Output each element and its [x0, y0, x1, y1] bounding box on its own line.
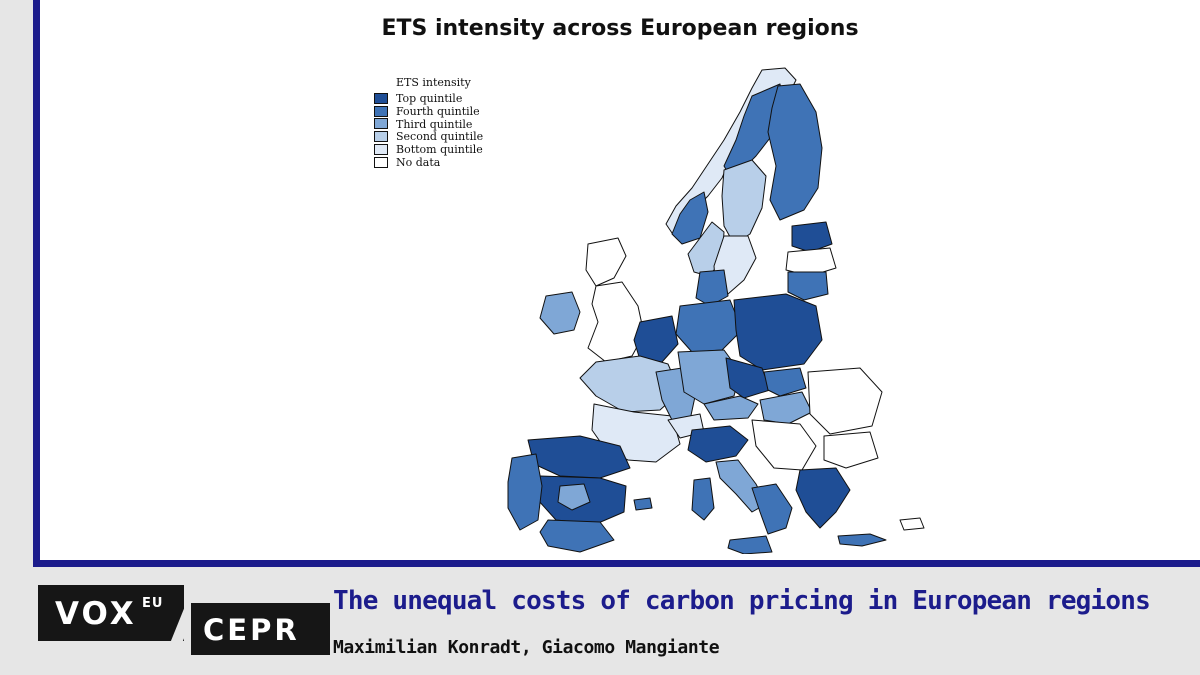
article-title: The unequal costs of carbon pricing in E…	[333, 586, 1151, 616]
figure-panel: ETS intensity across European regions ET…	[40, 0, 1200, 560]
region-romania	[807, 367, 883, 435]
region-lithuania	[787, 271, 829, 301]
region-benelux	[633, 315, 679, 363]
map-title: ETS intensity across European regions	[381, 16, 859, 41]
region-finland	[767, 83, 823, 221]
region-sweden-mid	[721, 159, 767, 245]
legend-swatch	[374, 92, 388, 104]
logo-cepr-text: CEPR	[203, 613, 300, 647]
legend-item-third: Third quintile	[374, 118, 483, 131]
legend-label: Fourth quintile	[396, 104, 480, 118]
region-portugal	[507, 453, 543, 531]
legend-swatch	[374, 118, 388, 130]
region-sardinia	[691, 477, 715, 521]
region-estonia	[791, 221, 833, 253]
figure-frame: ETS intensity across European regions ET…	[33, 0, 1200, 567]
article-authors: Maximilian Konradt, Giacomo Mangiante	[333, 637, 720, 658]
region-czechia	[725, 357, 771, 399]
region-cyprus	[899, 517, 925, 531]
legend-label: Third quintile	[396, 117, 473, 131]
legend-title: ETS intensity	[396, 76, 471, 89]
region-france-north	[579, 355, 681, 413]
legend-item-second: Second quintile	[374, 130, 483, 143]
region-crete	[837, 533, 887, 547]
region-sicily	[727, 535, 773, 554]
legend-item-fourth: Fourth quintile	[374, 105, 483, 118]
logo-vox-box: VOX EU	[38, 585, 184, 641]
legend-label: Bottom quintile	[396, 143, 483, 157]
logo-vox-text: VOX	[55, 596, 137, 632]
region-bulgaria	[823, 431, 879, 469]
region-madrid	[557, 483, 591, 511]
logo-cepr-box: CEPR	[191, 603, 330, 655]
legend-swatch	[374, 144, 388, 156]
region-balkans-west	[751, 419, 817, 471]
legend-item-bottom: Bottom quintile	[374, 143, 483, 156]
region-germany-north	[675, 299, 743, 353]
legend-swatch	[374, 105, 388, 117]
region-uk-scotland	[585, 237, 627, 287]
region-balearic	[633, 497, 653, 511]
legend-label: Second quintile	[396, 130, 484, 144]
region-austria	[703, 395, 759, 421]
region-norway-west	[671, 191, 709, 245]
region-ireland	[539, 291, 581, 335]
logo-eu-text: EU	[142, 596, 164, 611]
map-legend: ETS intensity Top quintile Fourth quinti…	[374, 76, 483, 169]
legend-swatch	[374, 131, 388, 143]
legend-item-top: Top quintile	[374, 92, 483, 105]
legend-label: Top quintile	[396, 91, 463, 105]
region-slovakia	[763, 367, 807, 397]
region-greece	[795, 467, 851, 529]
legend-item-no-data: No data	[374, 156, 483, 169]
region-italy-south	[751, 483, 793, 535]
region-germany-south	[677, 349, 741, 405]
region-uk-england	[587, 281, 645, 363]
legend-label: No data	[396, 155, 441, 169]
europe-choropleth-map	[507, 67, 925, 554]
region-hungary	[759, 391, 813, 425]
region-spain-south	[539, 519, 615, 553]
region-poland	[733, 293, 823, 371]
region-italy-north	[687, 425, 749, 463]
legend-swatch	[374, 156, 388, 168]
